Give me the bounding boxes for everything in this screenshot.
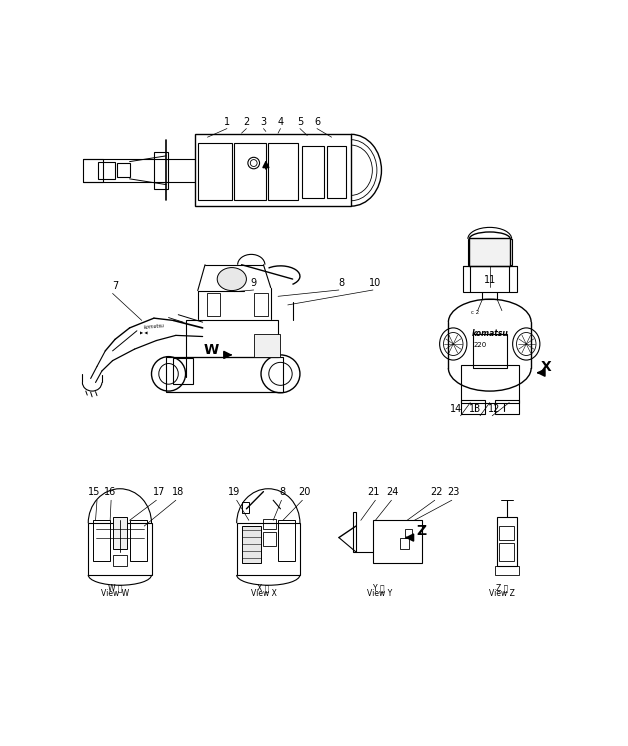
- Bar: [98, 162, 115, 179]
- Text: Z 視: Z 視: [495, 583, 508, 592]
- Text: 14: 14: [450, 404, 462, 414]
- Bar: [495, 566, 519, 575]
- Text: 21: 21: [367, 487, 379, 498]
- Bar: [195, 134, 351, 206]
- Bar: [473, 333, 507, 368]
- Bar: [237, 523, 300, 575]
- Text: 7: 7: [112, 280, 118, 290]
- Bar: [268, 143, 298, 201]
- Ellipse shape: [217, 268, 246, 290]
- Text: 1: 1: [224, 117, 230, 127]
- Text: 8: 8: [280, 487, 286, 498]
- Text: 18: 18: [172, 487, 185, 498]
- Text: 220: 220: [474, 342, 487, 348]
- Text: 19: 19: [228, 487, 241, 498]
- Bar: [254, 334, 281, 357]
- Bar: [207, 293, 220, 316]
- Bar: [112, 518, 127, 549]
- Bar: [400, 538, 409, 549]
- Text: Y 視: Y 視: [374, 583, 385, 592]
- Bar: [264, 518, 276, 529]
- Text: 6: 6: [314, 117, 320, 127]
- Bar: [495, 400, 519, 414]
- Text: 24: 24: [386, 487, 399, 498]
- Bar: [93, 521, 110, 560]
- Text: 22: 22: [430, 487, 443, 498]
- Text: 8: 8: [338, 278, 344, 288]
- Bar: [468, 239, 512, 265]
- Text: View Z: View Z: [489, 589, 515, 598]
- Bar: [460, 400, 485, 414]
- Text: 9: 9: [251, 278, 257, 288]
- Bar: [84, 159, 103, 182]
- Bar: [327, 145, 346, 198]
- Bar: [499, 526, 514, 540]
- Text: komatsu: komatsu: [472, 329, 508, 338]
- Text: W: W: [203, 342, 219, 357]
- Bar: [264, 532, 276, 546]
- Text: 10: 10: [369, 278, 382, 288]
- Bar: [373, 521, 421, 563]
- Text: Z: Z: [416, 524, 426, 538]
- Bar: [198, 143, 232, 201]
- Bar: [129, 521, 147, 560]
- Bar: [186, 320, 278, 357]
- Text: 4: 4: [278, 117, 284, 127]
- Text: c 2: c 2: [471, 310, 479, 315]
- Text: 16: 16: [104, 487, 116, 498]
- Bar: [112, 555, 127, 566]
- Text: View Y: View Y: [367, 589, 392, 598]
- Text: W 視: W 視: [108, 583, 122, 592]
- Text: 3: 3: [261, 117, 266, 127]
- Text: ▶ ◀: ▶ ◀: [141, 331, 148, 335]
- Text: X: X: [540, 360, 551, 374]
- Text: X 視: X 視: [257, 583, 269, 592]
- Bar: [154, 151, 168, 189]
- Text: View X: View X: [251, 589, 276, 598]
- Bar: [173, 358, 193, 383]
- Bar: [254, 293, 268, 316]
- Bar: [463, 266, 516, 292]
- Text: 12: 12: [489, 404, 501, 414]
- Bar: [469, 238, 510, 266]
- Text: 11: 11: [484, 275, 496, 285]
- Bar: [88, 523, 151, 575]
- Text: 2: 2: [243, 117, 249, 127]
- Bar: [497, 518, 516, 566]
- Bar: [234, 143, 266, 201]
- Text: 13: 13: [469, 404, 481, 414]
- Text: 15: 15: [89, 487, 100, 498]
- Text: 17: 17: [153, 487, 165, 498]
- Bar: [499, 543, 514, 560]
- Bar: [166, 357, 283, 392]
- Text: 5: 5: [297, 117, 303, 127]
- Bar: [242, 526, 261, 563]
- Bar: [354, 512, 356, 552]
- Bar: [242, 502, 249, 513]
- Bar: [404, 529, 412, 538]
- Text: 23: 23: [447, 487, 460, 498]
- Text: komatsu: komatsu: [143, 323, 165, 330]
- Bar: [303, 145, 324, 198]
- Bar: [278, 521, 295, 560]
- Text: 20: 20: [299, 487, 311, 498]
- Bar: [117, 163, 129, 177]
- Bar: [460, 366, 519, 403]
- Text: View W: View W: [101, 589, 129, 598]
